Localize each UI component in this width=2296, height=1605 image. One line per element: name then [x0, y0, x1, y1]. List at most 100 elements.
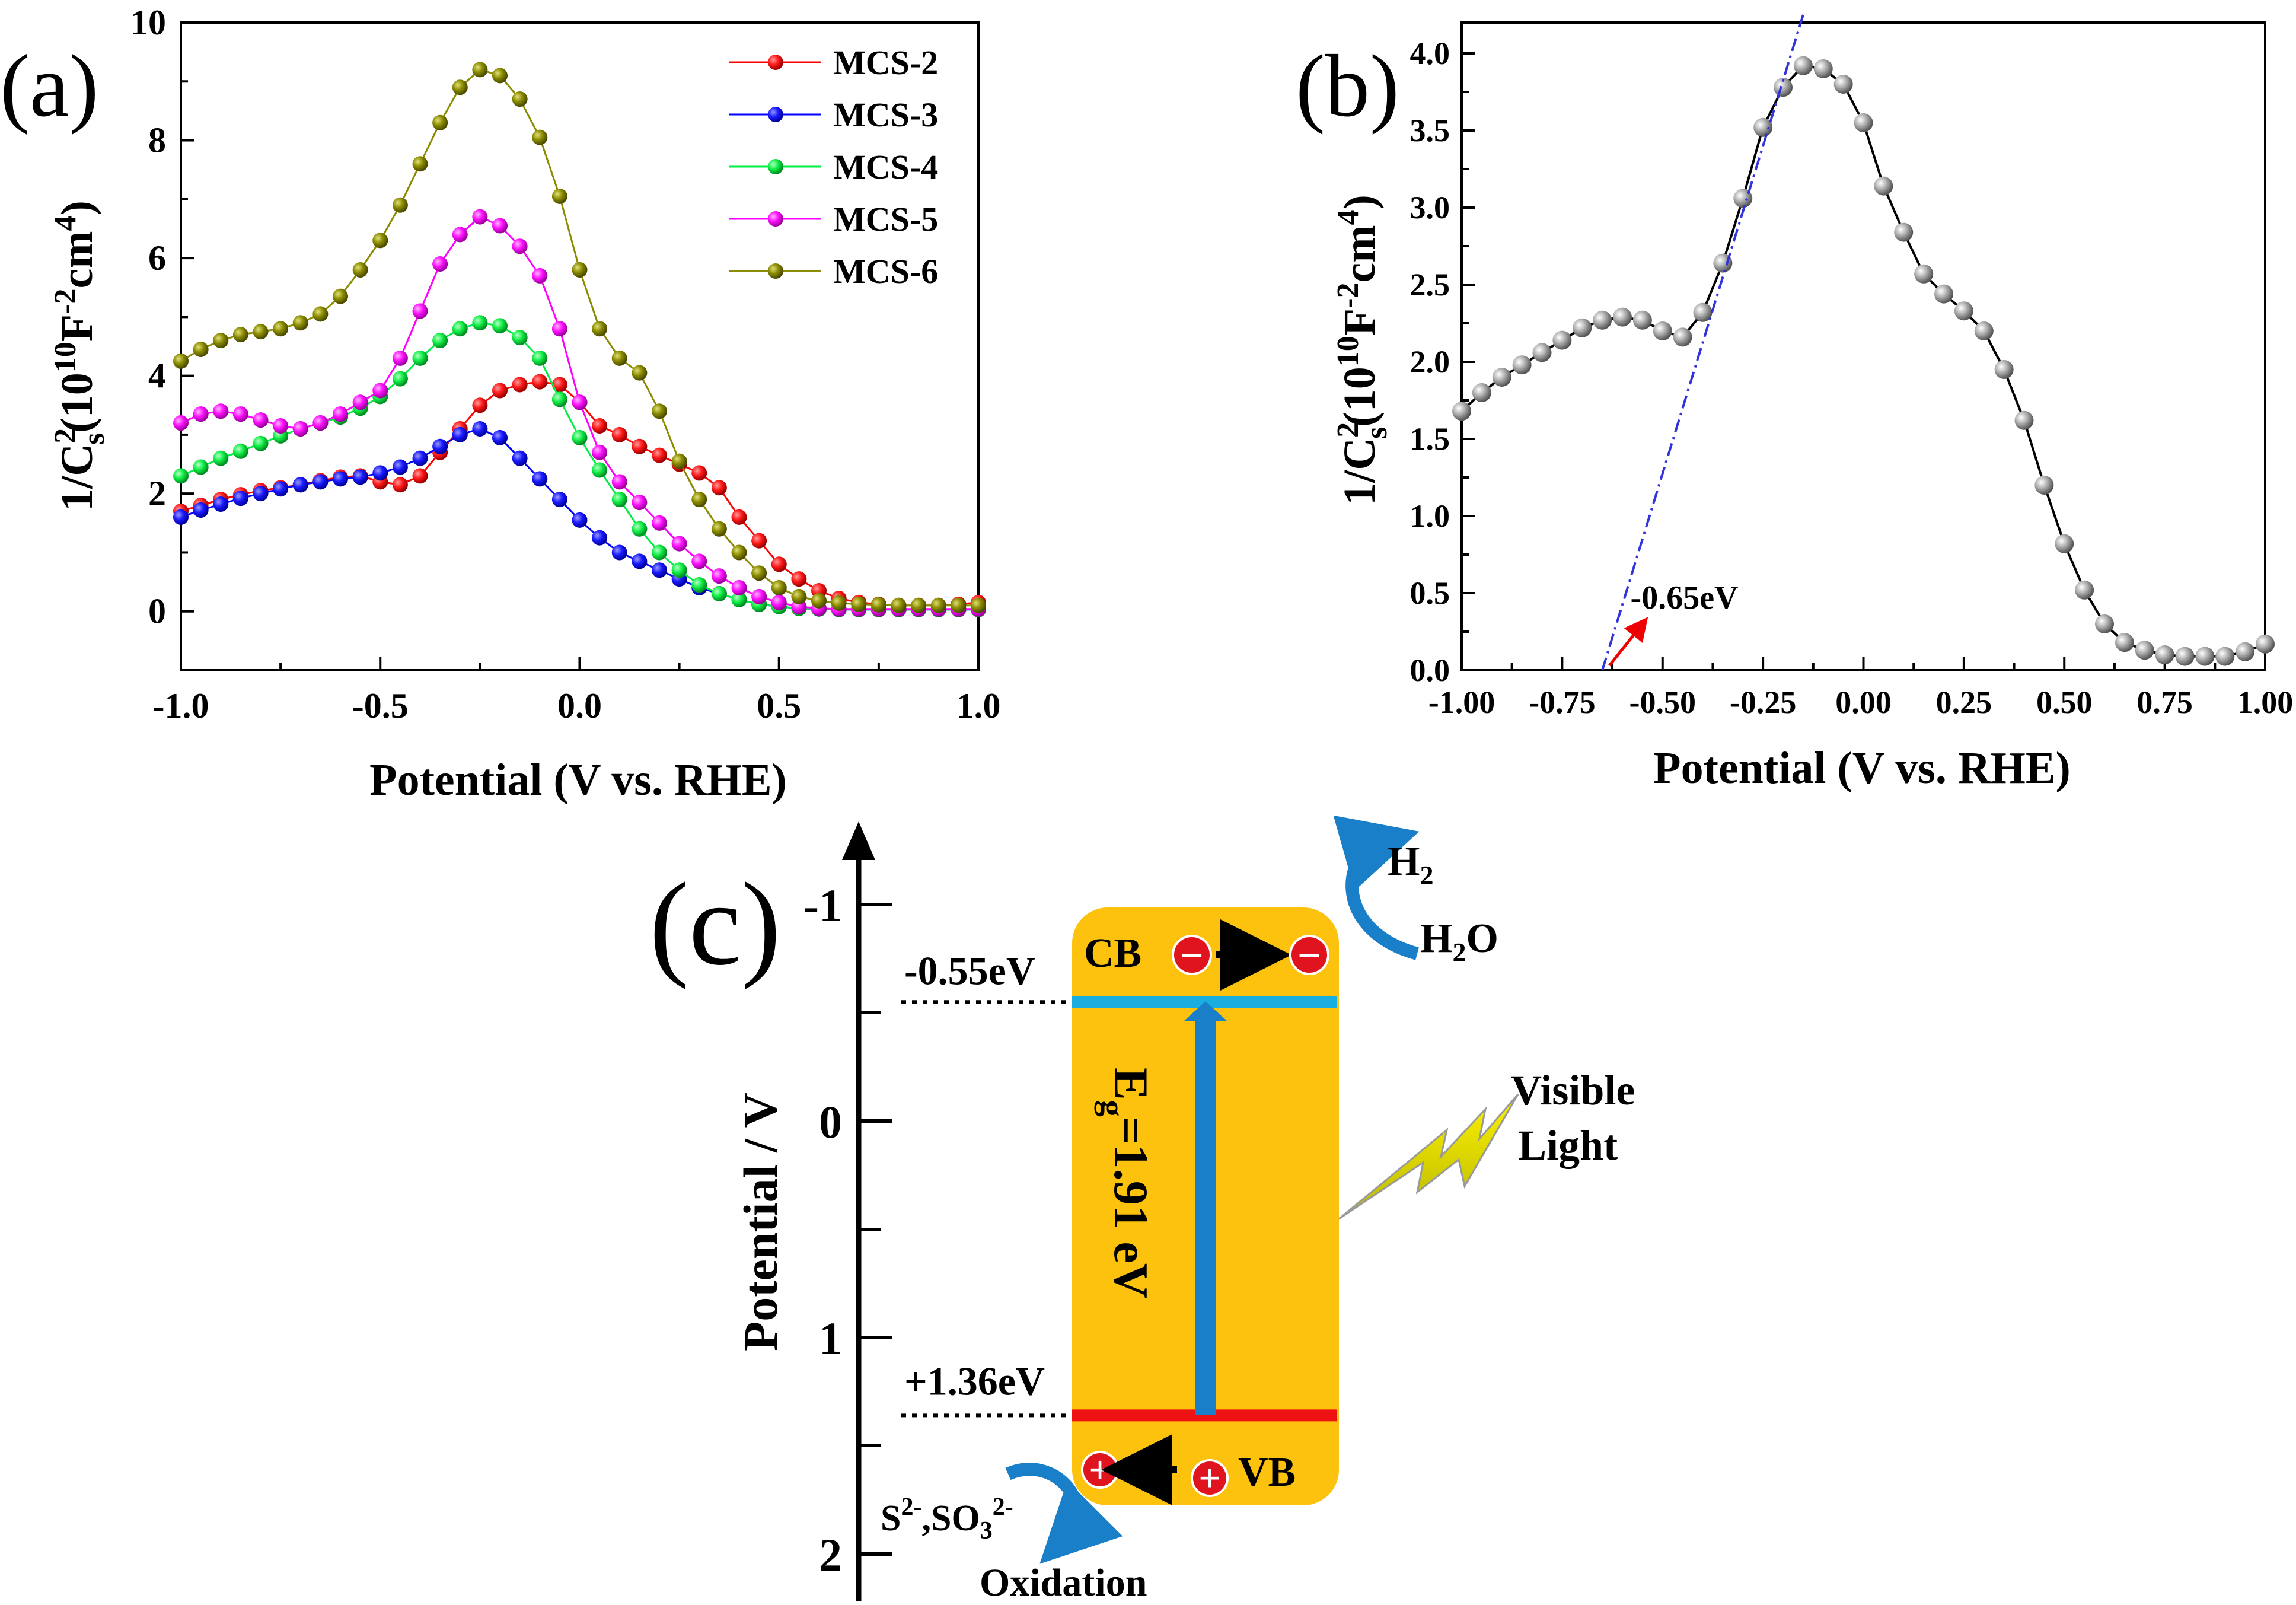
data-point — [592, 444, 608, 460]
data-point — [870, 597, 886, 613]
data-point — [671, 536, 687, 552]
y-tick-label-b: 4.0 — [1410, 36, 1450, 71]
data-point — [2055, 534, 2074, 553]
data-point — [551, 377, 567, 393]
x-axis-label-a: Potential (V vs. RHE) — [369, 755, 787, 805]
series-mcs-5 — [173, 209, 986, 617]
data-point — [1874, 176, 1893, 196]
data-point — [412, 468, 428, 484]
data-point — [930, 597, 946, 613]
data-point — [1552, 330, 1572, 350]
data-point — [1593, 310, 1612, 330]
data-point — [292, 315, 308, 331]
reduction-curved-arrow — [1333, 815, 1420, 960]
data-point — [412, 350, 428, 366]
y-tick-label-b: 2.5 — [1410, 267, 1450, 302]
data-point — [273, 418, 289, 434]
data-point — [572, 512, 588, 528]
data-point — [951, 597, 967, 613]
x-tick-label-b: -0.50 — [1629, 684, 1696, 720]
y-tick-label-a: 8 — [148, 121, 166, 160]
data-point — [731, 580, 747, 596]
data-point — [253, 486, 269, 502]
h2-label: H2 — [1388, 839, 1433, 890]
y-tick-label-a: 10 — [130, 3, 166, 42]
legend-label: MCS-6 — [833, 252, 938, 291]
data-point — [592, 530, 608, 546]
data-point — [352, 262, 368, 278]
data-point — [2236, 642, 2255, 661]
data-point — [691, 553, 707, 569]
svg-text:+: + — [1198, 1457, 1221, 1500]
data-point — [1673, 327, 1692, 347]
data-point — [1613, 307, 1632, 327]
data-point — [392, 197, 408, 213]
x-tick-label-b: 0.75 — [2136, 684, 2193, 720]
y-tick-label-b: 0.0 — [1410, 652, 1450, 688]
legend-label: MCS-2 — [833, 43, 938, 82]
data-point — [173, 415, 189, 431]
data-point — [1492, 368, 1511, 387]
data-point — [232, 443, 248, 459]
data-point — [751, 588, 767, 604]
data-point — [472, 315, 488, 331]
data-point — [791, 571, 807, 587]
x-tick-label-a: 1.0 — [956, 686, 1001, 725]
data-point — [232, 491, 248, 507]
data-point — [771, 556, 787, 572]
data-point — [193, 502, 209, 518]
data-point — [193, 406, 209, 422]
data-point — [971, 597, 986, 613]
y-tick-label-a: 4 — [148, 356, 166, 396]
data-point — [512, 377, 528, 393]
legend-label: MCS-3 — [833, 95, 938, 134]
data-point — [532, 129, 548, 145]
panel-label-c: (c) — [649, 859, 781, 990]
data-point — [551, 391, 567, 407]
data-point — [891, 597, 907, 613]
x-tick-label-b: -0.25 — [1730, 684, 1796, 720]
data-point — [711, 585, 727, 601]
data-point — [412, 156, 428, 172]
series-line — [1460, 64, 2266, 658]
data-point — [1512, 355, 1532, 375]
data-point — [771, 594, 787, 610]
y-axis-label-a: 1/C2s(1010F-2cm4) — [49, 200, 111, 511]
data-point — [173, 468, 189, 484]
data-point — [472, 62, 488, 78]
data-point — [232, 327, 248, 343]
panel-b-chart: (b) -1.00 -0.75 -0.50 -0.25 0.00 0.25 0.50 0.75… — [1296, 14, 2294, 793]
data-point — [711, 521, 727, 537]
x-tick-label-b: 1.00 — [2237, 684, 2294, 720]
cb-value-label: -0.55eV — [904, 948, 1035, 993]
series-mcs-4 — [173, 315, 986, 617]
vb-value-label: +1.36eV — [904, 1358, 1045, 1403]
data-point — [751, 533, 767, 549]
data-point — [213, 403, 229, 419]
series-line — [180, 321, 978, 611]
data-point — [2215, 647, 2235, 666]
intercept-arrow — [1608, 617, 1648, 667]
data-point — [671, 562, 687, 578]
data-point — [173, 509, 189, 525]
band-gap-label: Eg=1.91 eV — [1094, 1068, 1158, 1298]
electron-icon: − — [1172, 933, 1212, 979]
x-tick-label-b: -0.75 — [1529, 684, 1595, 720]
data-point — [193, 341, 209, 357]
potential-tick-label: 0 — [819, 1096, 842, 1148]
data-point — [2115, 633, 2134, 652]
data-point — [512, 238, 528, 254]
legend-entry: MCS-6 — [729, 252, 938, 291]
data-point — [2014, 410, 2034, 430]
potential-tick-label: 1 — [819, 1313, 842, 1364]
data-point — [611, 426, 627, 442]
legend-a: MCS-2 MCS-3 MCS-4 MCS-5 MCS-6 — [729, 43, 938, 291]
data-point — [352, 469, 368, 485]
h2o-label: H2O — [1420, 916, 1498, 967]
y-tick-label-b: 3.5 — [1410, 113, 1450, 148]
oxidation-reagent-label: S2-,SO32- — [881, 1493, 1013, 1545]
data-point — [232, 406, 248, 422]
data-point — [711, 568, 727, 584]
data-point — [492, 318, 508, 334]
